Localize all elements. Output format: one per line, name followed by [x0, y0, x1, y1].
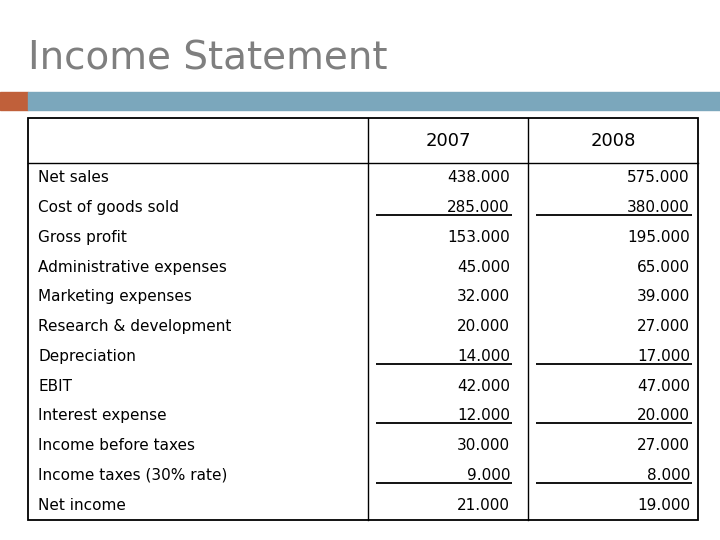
Bar	[0, 92, 28, 110]
Bar	[28, 118, 698, 520]
Text: Marketing expenses: Marketing expenses	[38, 289, 192, 305]
Text: 8.000: 8.000	[647, 468, 690, 483]
Text: 195.000: 195.000	[627, 230, 690, 245]
Text: 14.000: 14.000	[457, 349, 510, 364]
Text: 27.000: 27.000	[637, 438, 690, 453]
Text: Income before taxes: Income before taxes	[38, 438, 195, 453]
Text: 20.000: 20.000	[457, 319, 510, 334]
Text: Interest expense: Interest expense	[38, 408, 166, 423]
Text: 12.000: 12.000	[457, 408, 510, 423]
Text: Net sales: Net sales	[38, 171, 109, 185]
Text: 2008: 2008	[590, 132, 636, 150]
Text: 285.000: 285.000	[447, 200, 510, 215]
Text: 30.000: 30.000	[457, 438, 510, 453]
Text: Research & development: Research & development	[38, 319, 231, 334]
Text: 153.000: 153.000	[447, 230, 510, 245]
Text: 65.000: 65.000	[637, 260, 690, 275]
Text: Cost of goods sold: Cost of goods sold	[38, 200, 179, 215]
Text: Administrative expenses: Administrative expenses	[38, 260, 227, 275]
Text: Net income: Net income	[38, 498, 126, 512]
Text: Income taxes (30% rate): Income taxes (30% rate)	[38, 468, 228, 483]
Text: 42.000: 42.000	[457, 379, 510, 394]
Text: 39.000: 39.000	[636, 289, 690, 305]
Text: 21.000: 21.000	[457, 498, 510, 512]
Text: Income Statement: Income Statement	[28, 40, 387, 78]
Text: 27.000: 27.000	[637, 319, 690, 334]
Text: 2007: 2007	[426, 132, 471, 150]
Text: Gross profit: Gross profit	[38, 230, 127, 245]
Text: EBIT: EBIT	[38, 379, 72, 394]
Text: 438.000: 438.000	[447, 171, 510, 185]
Text: 380.000: 380.000	[627, 200, 690, 215]
Text: Depreciation: Depreciation	[38, 349, 136, 364]
Text: 17.000: 17.000	[637, 349, 690, 364]
Text: 32.000: 32.000	[457, 289, 510, 305]
Text: 575.000: 575.000	[627, 171, 690, 185]
Text: 19.000: 19.000	[637, 498, 690, 512]
Text: 9.000: 9.000	[467, 468, 510, 483]
Text: 47.000: 47.000	[637, 379, 690, 394]
Bar	[28, 92, 720, 110]
Text: 20.000: 20.000	[637, 408, 690, 423]
Text: 45.000: 45.000	[457, 260, 510, 275]
